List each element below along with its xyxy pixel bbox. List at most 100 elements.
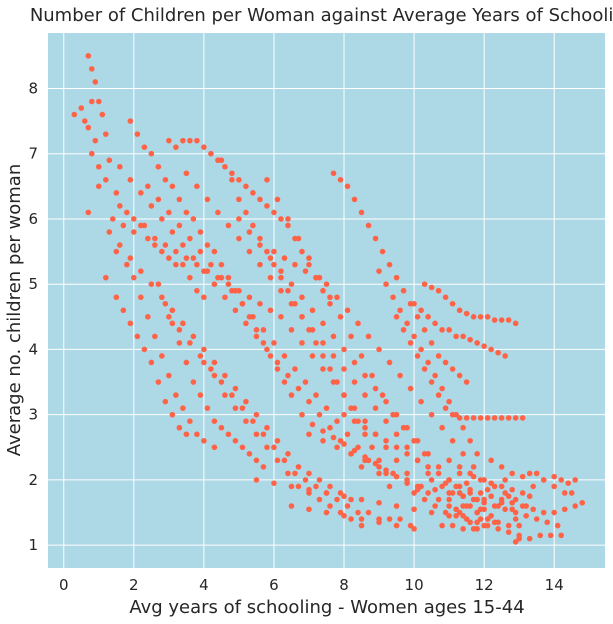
data-point (512, 320, 519, 327)
data-point (334, 444, 340, 451)
data-point (341, 441, 347, 447)
data-point (425, 490, 431, 496)
y-tick-label: 7 (28, 145, 38, 163)
data-point (481, 343, 487, 349)
data-point (449, 522, 456, 529)
data-point (572, 477, 579, 483)
data-point (323, 490, 330, 496)
data-point (474, 519, 480, 526)
data-point (211, 418, 218, 425)
data-point (187, 418, 193, 425)
data-point (124, 209, 130, 216)
data-point (190, 255, 197, 261)
data-point (106, 157, 113, 164)
data-point (397, 307, 403, 314)
data-point (264, 176, 270, 183)
data-point (320, 428, 326, 434)
data-point (141, 222, 148, 229)
data-point (257, 196, 263, 203)
data-point (383, 437, 389, 444)
data-point (120, 222, 127, 229)
data-point (327, 424, 333, 431)
data-point (243, 398, 249, 405)
data-point (313, 483, 319, 490)
data-point (425, 470, 431, 477)
data-point (145, 314, 151, 320)
data-point (341, 513, 347, 519)
data-point (271, 340, 277, 346)
data-point (295, 385, 302, 392)
data-point (274, 196, 281, 203)
data-point (344, 503, 351, 509)
data-point (453, 506, 459, 513)
data-point (155, 379, 162, 385)
data-point (446, 457, 452, 464)
data-point (477, 415, 484, 421)
data-point (547, 532, 554, 539)
data-point (498, 499, 505, 506)
data-point (313, 392, 319, 398)
data-point (278, 216, 284, 222)
data-point (463, 516, 470, 522)
data-point (481, 496, 487, 503)
data-point (383, 418, 389, 425)
data-point (183, 170, 190, 177)
data-point (292, 261, 298, 268)
data-point (509, 506, 515, 513)
data-point (505, 493, 512, 500)
data-point (81, 118, 88, 124)
data-point (481, 522, 487, 529)
data-point (379, 248, 386, 255)
data-point (421, 451, 428, 457)
data-point (442, 294, 449, 301)
data-point (407, 340, 414, 346)
data-point (355, 509, 361, 516)
data-point (288, 300, 295, 307)
data-point (393, 444, 400, 451)
data-point (92, 79, 99, 85)
data-point (334, 294, 340, 301)
data-point (211, 248, 218, 255)
data-point (327, 294, 333, 301)
data-point (327, 300, 333, 307)
data-point (201, 346, 207, 353)
data-point (295, 464, 302, 470)
data-point (180, 405, 186, 411)
data-point (418, 398, 424, 405)
data-point (467, 336, 473, 343)
data-point (376, 470, 382, 477)
data-point (278, 268, 284, 274)
data-point (456, 415, 463, 421)
data-point (316, 496, 323, 503)
data-point (372, 460, 379, 467)
data-point (183, 209, 190, 216)
data-point (250, 190, 256, 196)
data-point (337, 490, 344, 496)
data-point (348, 516, 354, 522)
data-point (467, 470, 473, 477)
data-point (285, 216, 291, 222)
data-point (390, 411, 396, 418)
data-point (173, 392, 179, 398)
data-point (453, 411, 459, 418)
data-point (512, 496, 519, 503)
data-point (138, 294, 144, 301)
data-point (411, 437, 417, 444)
data-point (187, 137, 193, 144)
data-point (488, 493, 494, 500)
data-point (439, 483, 445, 490)
data-point (470, 464, 477, 470)
data-point (470, 314, 477, 320)
data-point (442, 359, 449, 366)
data-point (229, 287, 235, 294)
data-point (344, 183, 351, 190)
data-point (180, 137, 186, 144)
data-point (271, 480, 277, 486)
data-point (435, 464, 442, 470)
data-point (453, 483, 459, 490)
data-point (498, 483, 505, 490)
data-point (348, 496, 354, 503)
data-point (162, 176, 169, 183)
data-point (166, 372, 172, 379)
